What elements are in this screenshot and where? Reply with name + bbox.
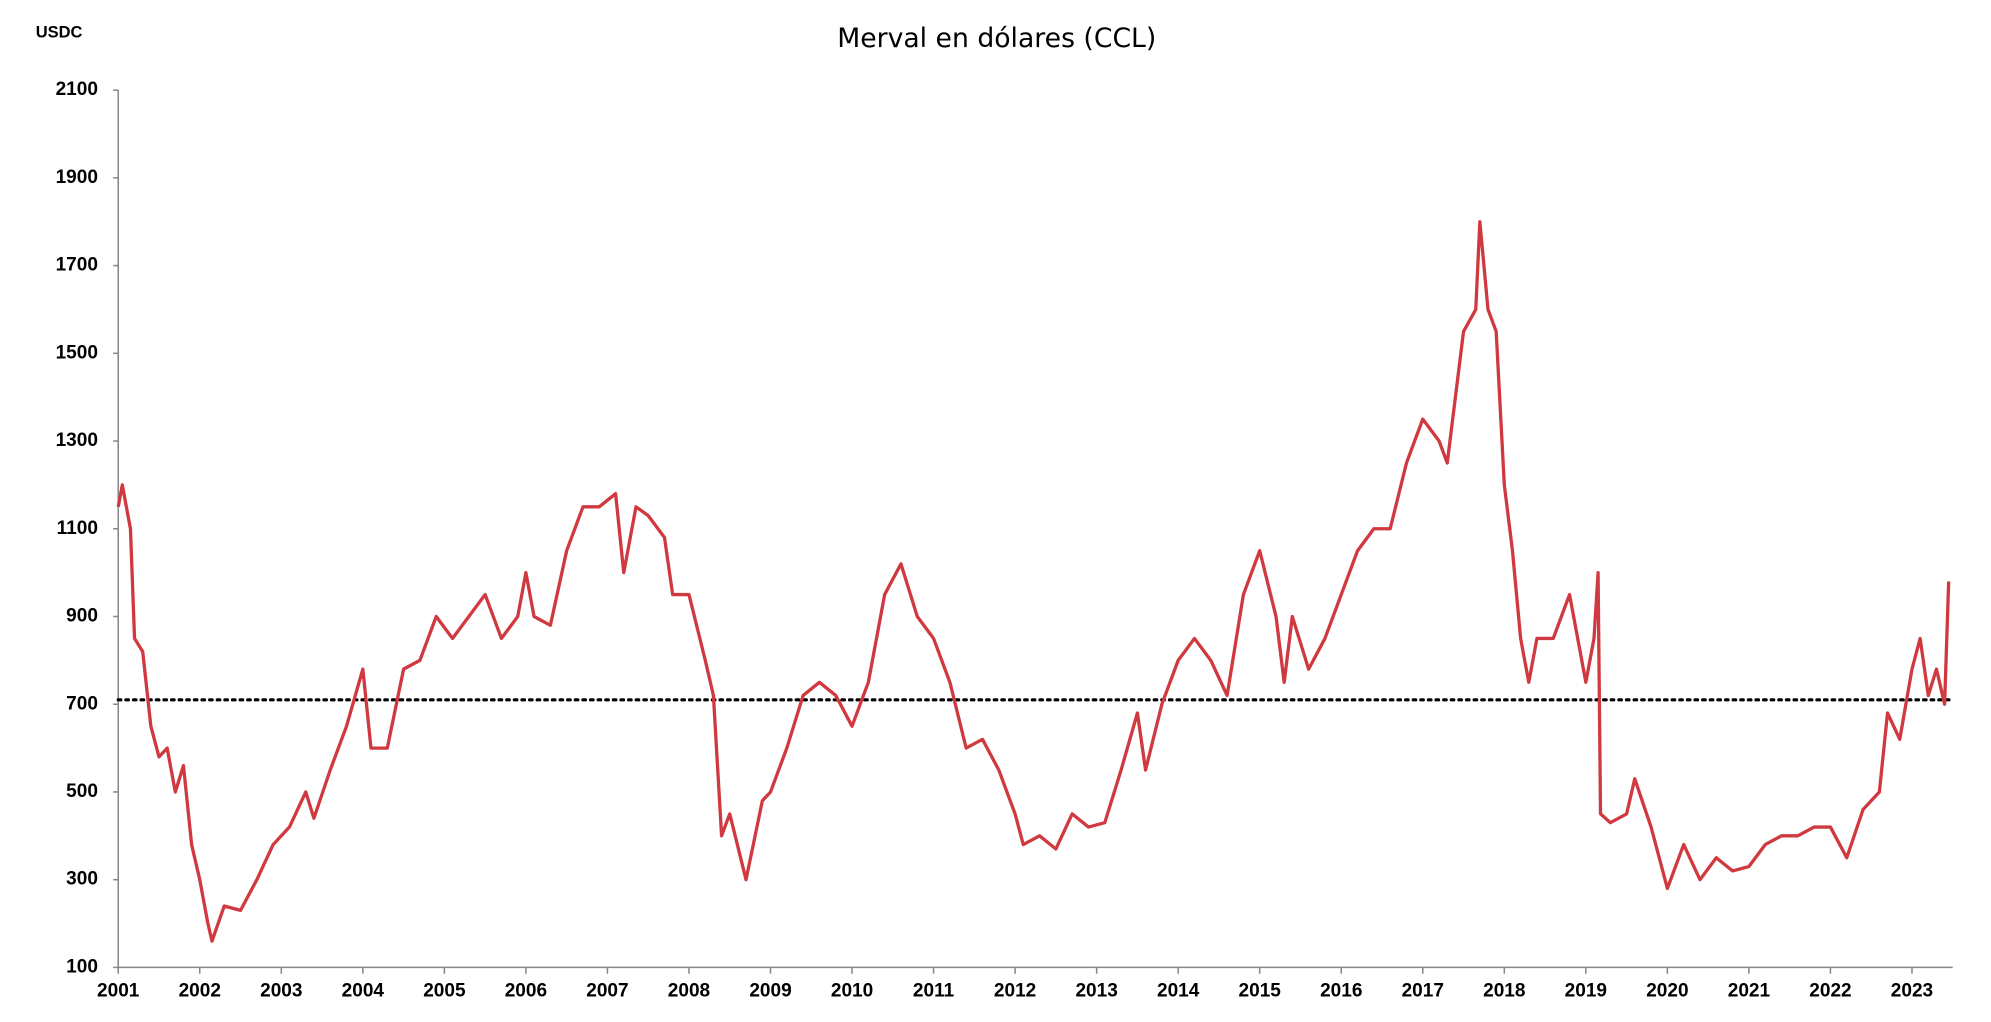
x-tick-label: 2002 bbox=[179, 981, 221, 1002]
chart-title: Merval en dólares (CCL) bbox=[837, 23, 1156, 54]
y-tick-label: 2100 bbox=[56, 79, 98, 100]
y-tick-label: 1900 bbox=[56, 167, 98, 188]
x-tick-label: 2014 bbox=[1157, 981, 1200, 1002]
x-tick-label: 2004 bbox=[342, 981, 385, 1002]
y-tick-label: 100 bbox=[66, 956, 98, 977]
x-tick-label: 2008 bbox=[668, 981, 710, 1002]
x-tick-label: 2023 bbox=[1891, 981, 1933, 1002]
x-tick-label: 2016 bbox=[1320, 981, 1362, 1002]
y-tick-label: 300 bbox=[66, 869, 98, 890]
x-tick-label: 2015 bbox=[1239, 981, 1282, 1002]
x-tick-label: 2010 bbox=[831, 981, 873, 1002]
y-axis-label: USDC bbox=[36, 23, 83, 41]
data-line bbox=[116, 220, 1951, 943]
x-tick-label: 2012 bbox=[994, 981, 1036, 1002]
x-tick-label: 2003 bbox=[260, 981, 302, 1002]
x-tick-label: 2022 bbox=[1809, 981, 1851, 1002]
x-tick-label: 2018 bbox=[1483, 981, 1525, 1002]
x-tick-label: 2011 bbox=[913, 981, 955, 1002]
x-tick-label: 2006 bbox=[505, 981, 547, 1002]
x-tick-label: 2017 bbox=[1402, 981, 1444, 1002]
x-tick-label: 2007 bbox=[586, 981, 628, 1002]
y-tick-label: 1500 bbox=[56, 342, 98, 363]
y-tick-label: 1700 bbox=[56, 255, 98, 276]
y-tick-label: 500 bbox=[66, 781, 98, 802]
y-tick-label: 700 bbox=[66, 693, 98, 714]
x-tick-label: 2005 bbox=[423, 981, 466, 1002]
x-tick-label: 2020 bbox=[1646, 981, 1688, 1002]
x-tick-label: 2001 bbox=[97, 981, 140, 1002]
x-tick-label: 2019 bbox=[1565, 981, 1607, 1002]
x-tick-label: 2013 bbox=[1075, 981, 1117, 1002]
y-tick-label: 1300 bbox=[56, 430, 98, 451]
x-tick-label: 2009 bbox=[749, 981, 791, 1002]
y-tick-label: 900 bbox=[66, 606, 98, 627]
x-tick-label: 2021 bbox=[1728, 981, 1771, 1002]
y-tick-label: 1100 bbox=[57, 518, 98, 539]
